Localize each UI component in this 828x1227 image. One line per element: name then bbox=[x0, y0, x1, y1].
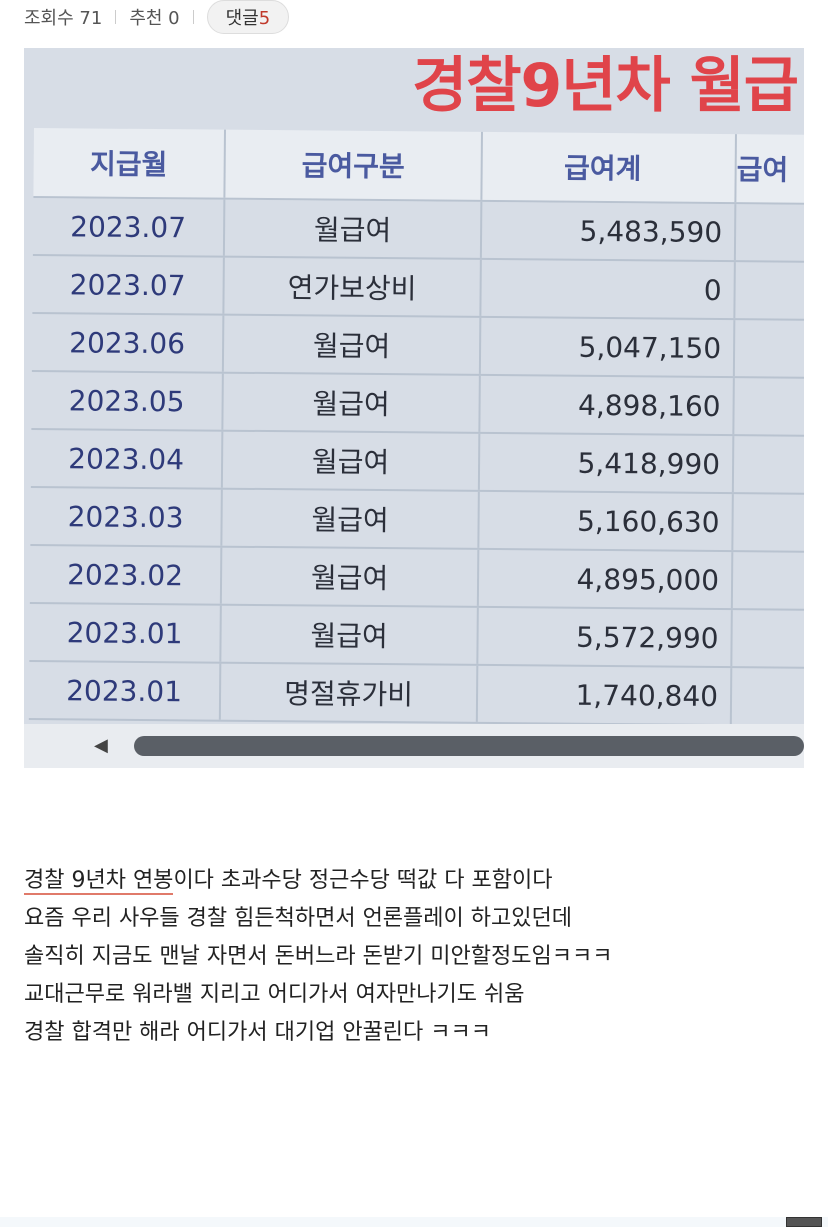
table-cell bbox=[734, 320, 804, 377]
salary-table: 지급월 급여구분 급여계 급여 2023.07 월급여 5,483,590 2023.… bbox=[28, 128, 804, 727]
table-cell: 2023.04 bbox=[30, 429, 224, 488]
table-cell: 2023.01 bbox=[28, 661, 222, 720]
table-row: 2023.02 월급여 4,895,000 bbox=[29, 545, 804, 611]
table-row: 2023.01 월급여 5,572,990 bbox=[29, 603, 804, 669]
post-line: 요즘 우리 사우들 경찰 힘든척하면서 언론플레이 하고있던데 bbox=[24, 906, 572, 931]
header-cell: 급여구분 bbox=[225, 129, 483, 200]
table-cell: 4,898,160 bbox=[480, 375, 735, 435]
table-cell: 2023.03 bbox=[30, 487, 223, 546]
table-cell: 월급여 bbox=[221, 605, 479, 664]
table-cell: 월급여 bbox=[223, 315, 482, 374]
post-line: 솔직히 지금도 맨날 자면서 돈버느라 돈받기 미안할정도임ㅋㅋㅋ bbox=[24, 944, 613, 969]
table-row: 2023.07 연가보상비 0 bbox=[32, 255, 804, 321]
table-cell: 5,483,590 bbox=[481, 201, 737, 261]
post-line: 경찰 9년차 연봉이다 초과수당 정근수당 떡값 다 포함이다 bbox=[24, 862, 612, 900]
scroll-left-icon: ◀ bbox=[94, 735, 108, 756]
table-cell: 2023.07 bbox=[32, 255, 225, 314]
table-cell: 5,047,150 bbox=[480, 317, 736, 377]
table-cell bbox=[735, 262, 804, 319]
post-body: 경찰 9년차 연봉이다 초과수당 정근수당 떡값 다 포함이다 요즘 우리 사우… bbox=[24, 862, 612, 1052]
table-row: 2023.07 월급여 5,483,590 bbox=[32, 197, 804, 263]
recommend-count: 추천 0 bbox=[129, 8, 180, 29]
table-cell bbox=[732, 610, 804, 667]
table-cell: 월급여 bbox=[223, 373, 481, 432]
table-row: 2023.01 명절휴가비 1,740,840 bbox=[28, 661, 804, 727]
table-cell: 명절휴가비 bbox=[220, 663, 479, 722]
table-cell: 월급여 bbox=[222, 489, 480, 548]
table-header: 지급월 급여구분 급여계 급여 bbox=[33, 128, 804, 205]
table-cell: 연가보상비 bbox=[224, 257, 482, 316]
table-cell: 0 bbox=[481, 259, 736, 319]
header-cell: 지급월 bbox=[33, 128, 226, 198]
table-cell: 월급여 bbox=[221, 547, 480, 606]
header-cell: 급여 bbox=[736, 134, 804, 203]
table-cell: 2023.05 bbox=[31, 371, 224, 430]
table-scrollbar: ◀ bbox=[24, 724, 804, 768]
table-cell bbox=[735, 204, 804, 261]
table-row: 2023.04 월급여 5,418,990 bbox=[30, 429, 804, 495]
underlined-text: 경찰 9년차 연봉 bbox=[24, 868, 174, 895]
divider bbox=[115, 10, 117, 24]
table-cell bbox=[734, 378, 804, 435]
table-cell: 2023.01 bbox=[29, 603, 222, 662]
table-cell bbox=[731, 668, 804, 725]
table-row: 2023.05 월급여 4,898,160 bbox=[31, 371, 804, 437]
table-cell: 5,160,630 bbox=[479, 491, 734, 551]
table-cell bbox=[733, 436, 804, 493]
table-row: 2023.06 월급여 5,047,150 bbox=[31, 313, 804, 379]
view-count: 조회수 71 bbox=[24, 8, 103, 29]
comments-button[interactable]: 댓글5 bbox=[206, 0, 290, 34]
scroll-top-button[interactable] bbox=[786, 1217, 822, 1227]
post-line: 경찰 합격만 해라 어디가서 대기업 안꿀린다 ㅋㅋㅋ bbox=[24, 1020, 492, 1045]
table-cell: 2023.07 bbox=[32, 197, 226, 256]
table-cell: 5,418,990 bbox=[479, 433, 735, 493]
divider bbox=[192, 10, 194, 24]
table-cell: 5,572,990 bbox=[478, 607, 733, 667]
post-meta: 조회수 71 추천 0 댓글5 bbox=[24, 0, 290, 34]
table-cell bbox=[733, 494, 804, 551]
table-cell: 월급여 bbox=[224, 199, 483, 258]
footer-bar bbox=[0, 1217, 828, 1227]
table-cell: 4,895,000 bbox=[478, 549, 734, 609]
comments-count: 5 bbox=[258, 8, 271, 29]
overlay-title: 경찰9년차 월급 bbox=[412, 51, 799, 121]
post-text: 이다 초과수당 정근수당 떡값 다 포함이다 bbox=[173, 868, 553, 893]
comments-label: 댓글 bbox=[225, 8, 259, 29]
table-cell: 2023.06 bbox=[31, 313, 225, 372]
table-row: 2023.03 월급여 5,160,630 bbox=[30, 487, 804, 553]
table-cell bbox=[732, 552, 804, 609]
post-line: 교대근무로 워라밸 지리고 어디가서 여자만나기도 쉬움 bbox=[24, 982, 525, 1007]
scrollbar-thumb bbox=[134, 736, 804, 756]
table-cell: 월급여 bbox=[222, 431, 481, 490]
table-cell: 1,740,840 bbox=[477, 665, 733, 725]
table-cell: 2023.02 bbox=[29, 545, 223, 604]
header-cell: 급여계 bbox=[482, 131, 737, 203]
salary-photo: 경찰9년차 월급 지급월 급여구분 급여계 급여 2023.07 월급여 5,483… bbox=[24, 48, 804, 768]
